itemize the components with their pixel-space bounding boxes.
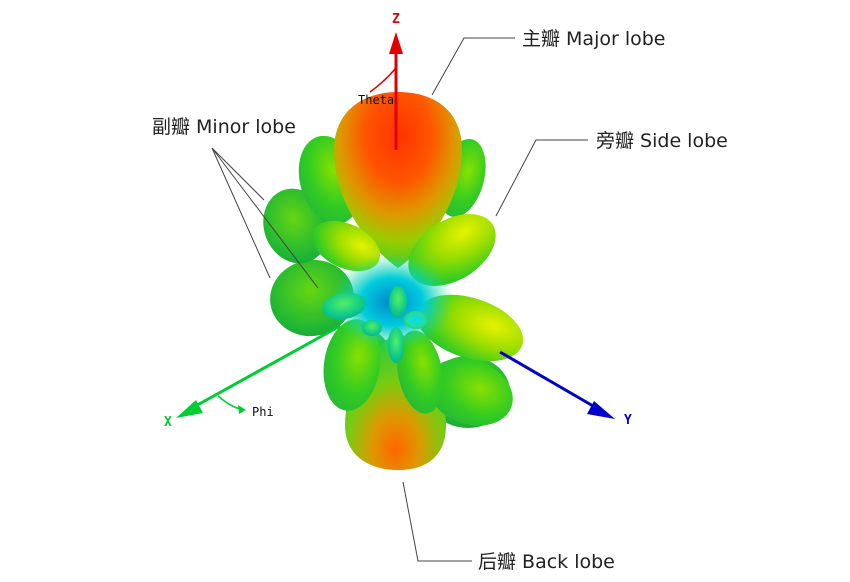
x-axis-line [191,324,341,410]
radiation-pattern [263,92,524,470]
y-axis-line [499,350,601,412]
z-axis-arrowhead [389,32,403,54]
theta-label: Theta [358,93,394,107]
x-axis-arrowhead [176,400,203,418]
minor-lobe-leader-2 [211,147,319,289]
x-axis-label: X [164,415,172,430]
inner-lobe-lower-left [362,320,382,336]
theta-arc [369,67,397,93]
minor-lobe-lower-center [397,330,443,414]
inner-lobe-right [404,311,428,329]
back-lobe-leader [402,481,472,562]
major-lobe-leader [431,37,515,96]
axes: Z Theta Y X Phi [164,12,632,430]
side-lobe-leader [495,139,588,217]
z-axis-label: Z [392,12,400,27]
y-axis-arrowhead [587,401,615,419]
inner-lobe-lower [388,327,404,363]
minor-lobe-right-bottom [427,358,513,426]
inner-lobe-left [322,292,366,320]
inner-lobe-center [389,286,407,318]
major-lobe [334,92,462,268]
phi-arrowhead [238,405,246,414]
phi-label: Phi [252,405,274,419]
callouts: 主瓣 Major lobe 旁瓣 Side lobe 副瓣 Minor lobe… [152,28,728,573]
side-lobe-callout: 旁瓣 Side lobe [596,130,728,152]
minor-lobe-leader-3 [211,147,271,279]
y-axis-label: Y [624,413,632,428]
minor-lobe-leader-1 [211,147,265,201]
minor-lobe-left-inner [312,220,380,272]
back-lobe-callout: 后瓣 Back lobe [478,551,615,573]
minor-lobe-callout: 副瓣 Minor lobe [152,116,296,138]
major-lobe-callout: 主瓣 Major lobe [522,28,665,50]
